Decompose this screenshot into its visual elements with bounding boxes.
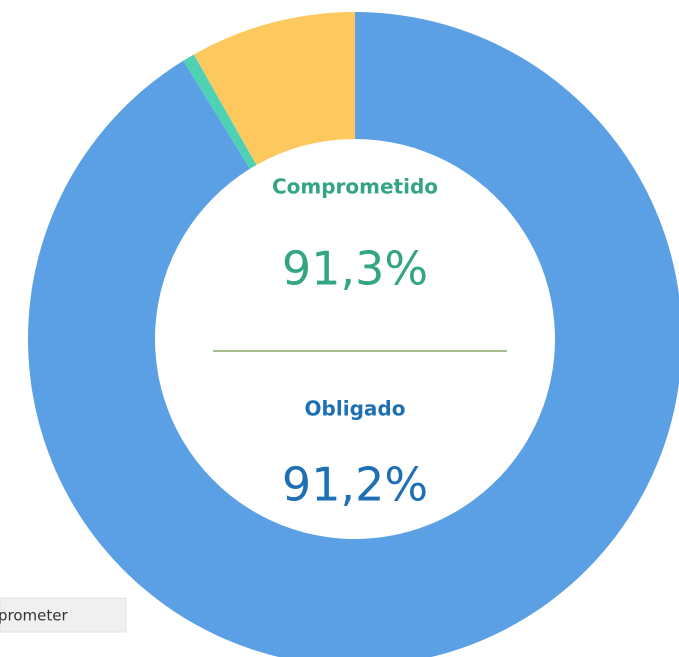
center-label-title: Obligado — [305, 397, 406, 421]
center-label-value: 91,3% — [282, 242, 428, 296]
button-label[interactable]: prometer — [0, 607, 68, 625]
donut-segment — [28, 12, 679, 657]
center-label-value: 91,2% — [282, 458, 428, 512]
donut-segment — [193, 12, 355, 165]
center-label-title: Comprometido — [272, 175, 438, 199]
button[interactable] — [0, 597, 127, 633]
donut-segment — [183, 54, 257, 169]
